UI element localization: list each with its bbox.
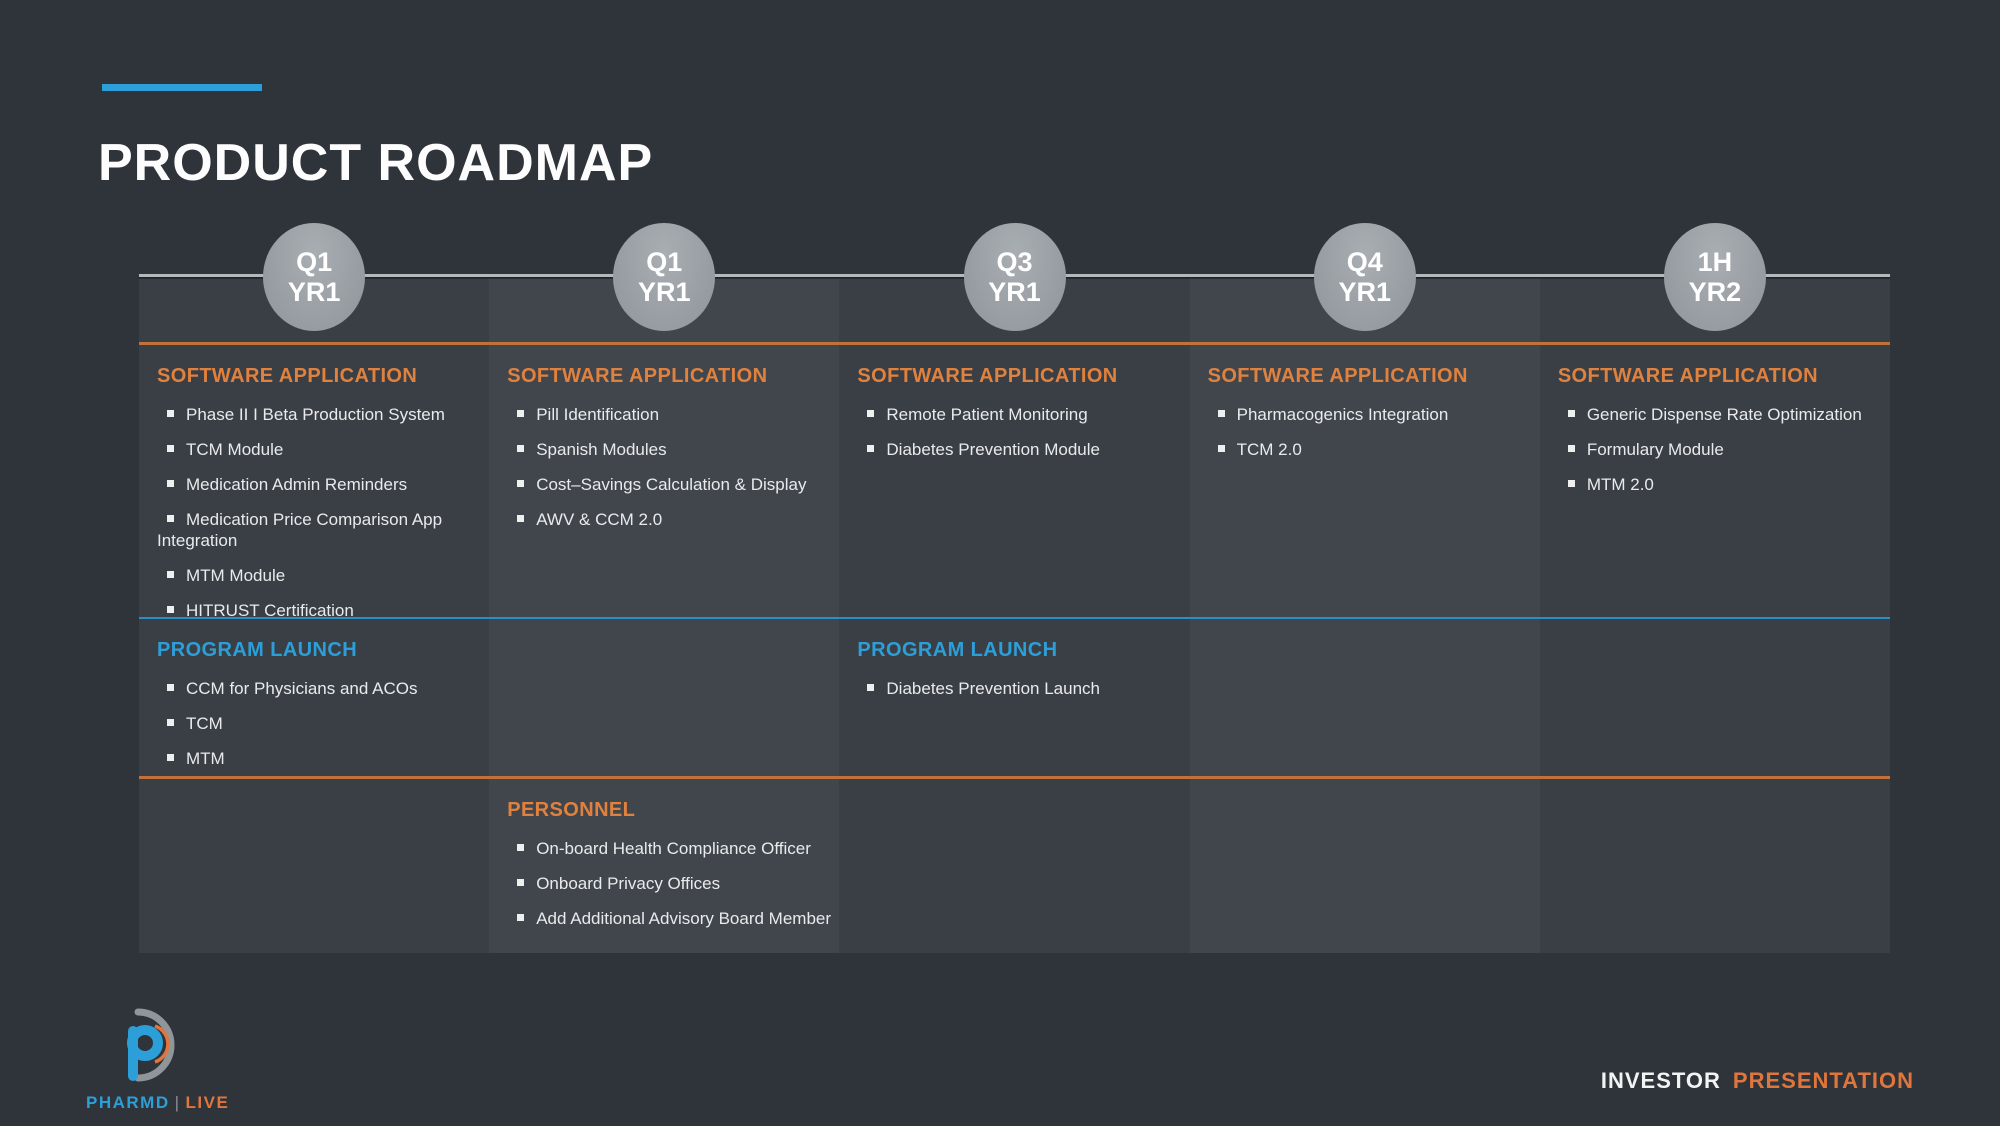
milestone-circle: Q1 YR1: [263, 223, 366, 331]
bullet-item: Onboard Privacy Offices: [507, 873, 831, 894]
column-bg-3: [839, 278, 1190, 953]
milestone-circle: Q4 YR1: [1313, 223, 1416, 331]
milestone-cell: Q4 YR1: [1190, 223, 1540, 331]
brand-divider: |: [174, 1093, 181, 1112]
bullet-item: HITRUST Certification: [157, 600, 481, 617]
launch-cell: PROGRAM LAUNCH CCM for Physicians and AC…: [139, 619, 489, 776]
bullet-item: Formulary Module: [1558, 439, 1882, 460]
brand-pharmd: PHARMD: [86, 1093, 170, 1112]
pharmdlive-logo: PHARMD | LIVE: [86, 1005, 236, 1113]
milestone-year: YR2: [1688, 277, 1742, 307]
footer-label: INVESTOR PRESENTATION: [1601, 1068, 1914, 1094]
bullet-item: Medication Price Comparison App Integrat…: [157, 509, 481, 551]
launch-cell: [489, 619, 839, 776]
software-band: SOFTWARE APPLICATION Phase II I Beta Pro…: [139, 342, 1890, 617]
software-list: Generic Dispense Rate Optimization Formu…: [1558, 404, 1882, 495]
software-list: Remote Patient Monitoring Diabetes Preve…: [857, 404, 1181, 460]
launch-section-heading: PROGRAM LAUNCH: [157, 639, 358, 661]
pharmdlive-wordmark: PHARMD | LIVE: [86, 1093, 236, 1113]
bullet-item: TCM 2.0: [1208, 439, 1532, 460]
title-accent-bar: [102, 84, 262, 91]
software-section-heading: SOFTWARE APPLICATION: [507, 365, 768, 387]
bullet-item: Diabetes Prevention Launch: [857, 678, 1181, 699]
milestone-circle: Q3 YR1: [963, 223, 1066, 331]
launch-list: Diabetes Prevention Launch: [857, 678, 1181, 699]
bullet-item: Add Additional Advisory Board Member: [507, 908, 831, 929]
milestone-circle: Q1 YR1: [613, 223, 716, 331]
bullet-item: MTM Module: [157, 565, 481, 586]
software-section-heading: SOFTWARE APPLICATION: [1207, 365, 1468, 387]
personnel-section-heading: PERSONNEL: [507, 799, 636, 821]
personnel-cell: [1190, 779, 1540, 953]
bullet-item: TCM Module: [157, 439, 481, 460]
bullet-item: AWV & CCM 2.0: [507, 509, 831, 530]
bullet-item: Diabetes Prevention Module: [857, 439, 1181, 460]
bullet-item: Pharmacogenics Integration: [1208, 404, 1532, 425]
launch-list: CCM for Physicians and ACOs TCM MTM: [157, 678, 481, 769]
milestone-year: YR1: [638, 277, 691, 307]
brand-live: LIVE: [185, 1093, 230, 1112]
bullet-item: Remote Patient Monitoring: [857, 404, 1181, 425]
bullet-item: MTM: [157, 748, 481, 769]
launch-band: PROGRAM LAUNCH CCM for Physicians and AC…: [139, 617, 1890, 776]
milestone-quarter: 1H: [1697, 246, 1733, 277]
software-section-heading: SOFTWARE APPLICATION: [857, 365, 1118, 387]
personnel-cell: [1540, 779, 1890, 953]
milestone-quarter: Q1: [646, 246, 683, 277]
milestone-quarter: Q4: [1346, 246, 1383, 277]
personnel-cell: PERSONNEL On-board Health Compliance Off…: [489, 779, 839, 953]
bullet-item: Medication Admin Reminders: [157, 474, 481, 495]
column-bg-4: [1189, 278, 1540, 953]
software-cell: SOFTWARE APPLICATION Phase II I Beta Pro…: [139, 345, 489, 617]
milestone-year: YR1: [1338, 277, 1391, 307]
column-backgrounds: [139, 278, 1891, 953]
launch-section-heading: PROGRAM LAUNCH: [857, 639, 1058, 661]
software-cell: SOFTWARE APPLICATION Remote Patient Moni…: [839, 345, 1189, 617]
column-bg-5: [1539, 278, 1891, 953]
milestone-cell: Q1 YR1: [489, 223, 839, 331]
milestone-circle: 1H YR2: [1663, 223, 1766, 331]
pharmdlive-logo-icon: [127, 1008, 175, 1082]
bullet-item: CCM for Physicians and ACOs: [157, 678, 481, 699]
milestone-year: YR1: [287, 277, 341, 307]
personnel-cell: [139, 779, 489, 953]
personnel-list: On-board Health Compliance Officer Onboa…: [507, 838, 831, 929]
launch-cell: [1190, 619, 1540, 776]
milestone-cell: Q1 YR1: [139, 223, 489, 331]
page-title: PRODUCT ROADMAP: [98, 133, 654, 192]
bullet-item: Generic Dispense Rate Optimization: [1558, 404, 1882, 425]
footer-presentation: PRESENTATION: [1732, 1068, 1914, 1093]
bullet-item: MTM 2.0: [1558, 474, 1882, 495]
personnel-cell: [839, 779, 1189, 953]
software-cell: SOFTWARE APPLICATION Pharmacogenics Inte…: [1190, 345, 1540, 617]
personnel-band: PERSONNEL On-board Health Compliance Off…: [139, 776, 1890, 953]
milestone-cell: Q3 YR1: [839, 223, 1189, 331]
bullet-item: On-board Health Compliance Officer: [507, 838, 831, 859]
bullet-item: Spanish Modules: [507, 439, 831, 460]
bullet-item: Phase II I Beta Production System: [157, 404, 481, 425]
milestone-quarter: Q3: [996, 246, 1033, 277]
bullet-item: Cost–Savings Calculation & Display: [507, 474, 831, 495]
software-list: Pharmacogenics Integration TCM 2.0: [1208, 404, 1532, 460]
bullet-item: TCM: [157, 713, 481, 734]
bullet-item: Pill Identification: [507, 404, 831, 425]
software-section-heading: SOFTWARE APPLICATION: [157, 365, 418, 387]
milestone-circles: Q1 YR1 Q1 YR1 Q3 YR1 Q4 YR1 1H Y: [139, 223, 1890, 331]
software-list: Phase II I Beta Production System TCM Mo…: [157, 404, 481, 617]
footer-investor: INVESTOR: [1600, 1068, 1721, 1093]
milestone-cell: 1H YR2: [1540, 223, 1890, 331]
milestone-year: YR1: [988, 277, 1041, 307]
launch-cell: [1540, 619, 1890, 776]
software-list: Pill Identification Spanish Modules Cost…: [507, 404, 831, 530]
launch-cell: PROGRAM LAUNCH Diabetes Prevention Launc…: [839, 619, 1189, 776]
software-section-heading: SOFTWARE APPLICATION: [1557, 365, 1819, 387]
software-cell: SOFTWARE APPLICATION Generic Dispense Ra…: [1540, 345, 1890, 617]
milestone-quarter: Q1: [296, 246, 333, 277]
software-cell: SOFTWARE APPLICATION Pill Identification…: [489, 345, 839, 617]
